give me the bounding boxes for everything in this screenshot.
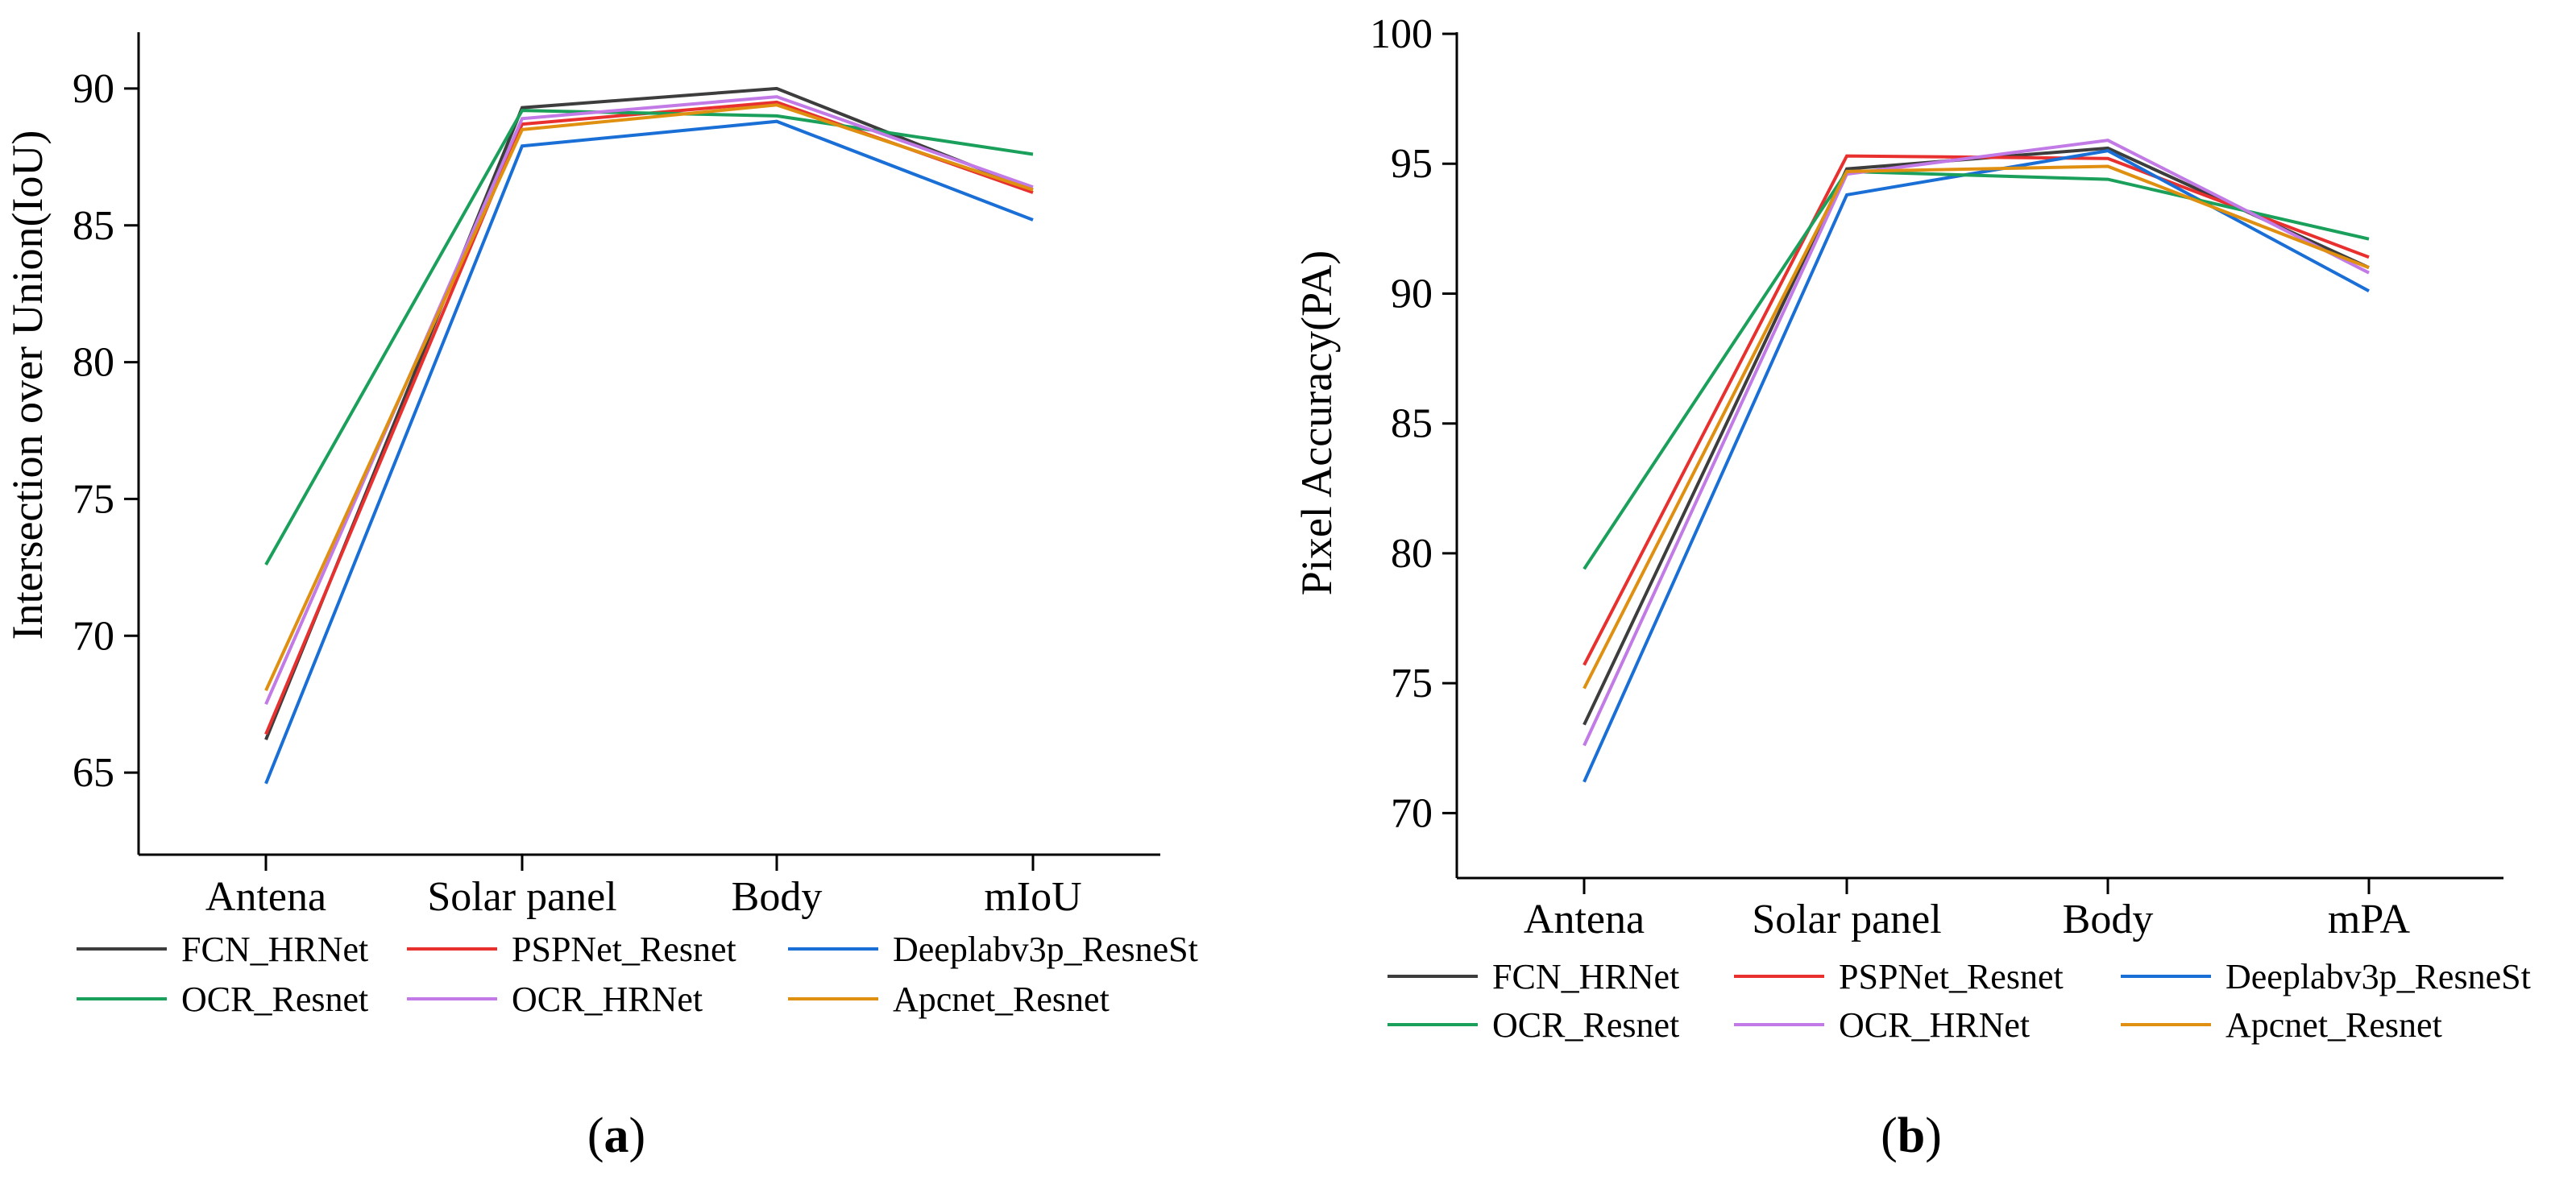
series-line-deeplabv3p-resnest: [1583, 149, 2370, 783]
legend-label: PSPNet_Resnet: [1839, 957, 2064, 996]
legend-label: OCR_HRNet: [512, 980, 703, 1019]
legend-label: OCR_Resnet: [1492, 1005, 1679, 1045]
panel-label: (b): [1881, 1108, 1942, 1163]
y-axis-title: Pixel Accuracy(PA): [1292, 251, 1341, 595]
x-tick-label: mPA: [2328, 897, 2411, 942]
series-line-apcnet-resnet: [1583, 164, 2370, 690]
x-tick-label: Solar panel: [427, 874, 616, 920]
series-line-ocr-hrnet: [264, 95, 1034, 706]
legend-label: OCR_Resnet: [181, 980, 368, 1019]
y-tick-label: 85: [73, 203, 114, 249]
series-line-pspnet-resnet: [1583, 154, 2370, 666]
series-line-ocr-resnet: [264, 109, 1034, 565]
legend-label: Deeplabv3p_ResneSt: [2225, 957, 2531, 996]
y-tick-label: 80: [73, 340, 114, 386]
y-tick-label: 90: [1391, 271, 1433, 317]
y-tick-label: 70: [73, 613, 114, 659]
legend-label: Apcnet_Resnet: [893, 980, 1110, 1019]
series-line-apcnet-resnet: [264, 103, 1034, 692]
series-line-fcn-hrnet: [264, 86, 1034, 741]
series-line-ocr-resnet: [1583, 169, 2370, 570]
panel-label: (a): [587, 1108, 645, 1163]
x-tick-label: mIoU: [984, 874, 1081, 920]
x-tick-label: Solar panel: [1752, 897, 1941, 942]
y-tick-label: 70: [1391, 790, 1433, 836]
y-tick-label: 100: [1370, 11, 1433, 57]
legend-label: FCN_HRNet: [181, 930, 368, 969]
y-tick-label: 75: [73, 476, 114, 522]
x-tick-label: Body: [732, 874, 823, 920]
legend-label: Deeplabv3p_ResneSt: [893, 930, 1198, 969]
y-tick-label: 75: [1391, 661, 1433, 706]
y-tick-label: 65: [73, 750, 114, 796]
legend-label: FCN_HRNet: [1492, 957, 1679, 996]
chart-panel-b: 70 75 80 85 90 95 100 Antena Solar panel Body mPA P…: [1292, 11, 2531, 1163]
x-tick-label: Antena: [205, 874, 326, 920]
legend-label: Apcnet_Resnet: [2225, 1005, 2442, 1045]
y-tick-label: 80: [1391, 531, 1433, 577]
y-tick-label: 90: [73, 66, 114, 112]
y-tick-label: 95: [1391, 141, 1433, 187]
y-axis-title: Intersection over Union(IoU): [3, 130, 52, 640]
x-tick-label: Antena: [1524, 897, 1645, 942]
y-tick-label: 85: [1391, 401, 1433, 447]
x-tick-label: Body: [2063, 897, 2154, 942]
series-line-ocr-hrnet: [1583, 139, 2370, 747]
legend-label: OCR_HRNet: [1839, 1005, 2030, 1045]
series-line-deeplabv3p-resnest: [264, 119, 1034, 785]
series-line-pspnet-resnet: [264, 100, 1034, 735]
chart-panel-a: 65 70 75 80 85 90 Antena Solar panel Body mIoU Int…: [3, 32, 1198, 1163]
legend-label: PSPNet_Resnet: [512, 930, 736, 969]
